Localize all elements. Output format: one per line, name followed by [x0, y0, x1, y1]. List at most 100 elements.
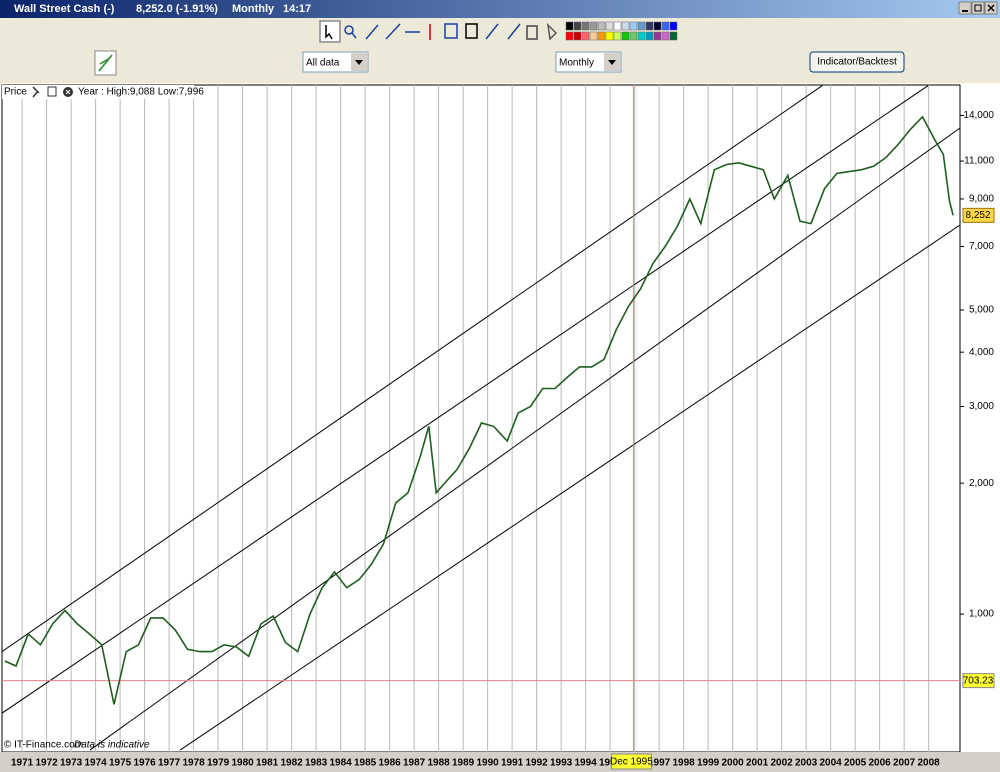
x-tick-label: 1999 — [697, 758, 720, 769]
palette-swatch — [605, 21, 614, 31]
x-tick-label: 1990 — [476, 758, 499, 769]
x-tick-label: 1978 — [182, 758, 205, 769]
palette-swatch — [573, 31, 582, 41]
period-dropdown[interactable] — [555, 51, 622, 73]
palette-swatch — [613, 21, 622, 31]
y-tick-label: 4,000 — [969, 347, 994, 358]
y-tick-label: 9,000 — [969, 194, 994, 205]
y-tick-label: 5,000 — [969, 305, 994, 316]
x-tick-label: 1997 — [648, 758, 671, 769]
toolbar — [0, 18, 1000, 45]
last-price-box — [962, 207, 995, 223]
y-tick-label: 2,000 — [969, 478, 994, 489]
x-tick-label: 2003 — [795, 758, 818, 769]
x-tick-label: 1980 — [231, 758, 254, 769]
x-tick-label: 2006 — [869, 758, 892, 769]
palette-swatch — [661, 21, 670, 31]
panel-icon[interactable] — [47, 86, 57, 97]
x-tick-label: 1986 — [378, 758, 401, 769]
trend-line — [2, 85, 823, 653]
x-tick-label: 1985 — [354, 758, 377, 769]
panel-close-glyph — [65, 89, 71, 95]
crosshair-y-label: 703.23 — [963, 675, 994, 686]
palette-swatch — [613, 31, 622, 41]
plot-frame — [1, 84, 961, 753]
x-tick-label: 2007 — [893, 758, 916, 769]
crosshair-y-box — [962, 673, 995, 689]
disclaimer: Data is indicative — [74, 740, 150, 751]
x-tick-label: 1992 — [525, 758, 548, 769]
grid — [21, 85, 930, 752]
x-tick-label: 1988 — [427, 758, 450, 769]
palette-swatch — [629, 21, 638, 31]
palette-swatch — [653, 31, 662, 41]
panel-icon[interactable] — [32, 86, 40, 98]
trend-line — [179, 224, 960, 751]
palette-swatch — [605, 31, 614, 41]
palette-swatch — [581, 21, 590, 31]
x-tick-label: 2002 — [771, 758, 794, 769]
x-tick-label: 1974 — [84, 758, 107, 769]
palette-swatch — [565, 31, 574, 41]
x-tick-label: 1994 — [574, 758, 597, 769]
price-line — [4, 115, 954, 705]
palette-swatch — [621, 31, 630, 41]
indicator-button[interactable] — [809, 51, 905, 73]
y-tick-label: 7,000 — [969, 241, 994, 252]
palette-swatch — [661, 31, 670, 41]
x-tick-label: 2008 — [918, 758, 941, 769]
tool-icon-glyph — [98, 54, 113, 72]
x-tick-label: 2001 — [746, 758, 769, 769]
trend-line — [2, 85, 929, 714]
x-tick-label: 1989 — [452, 758, 475, 769]
indicator-button-label: Indicator/Backtest — [817, 57, 897, 68]
range-dropdown[interactable] — [302, 51, 369, 73]
last-price-label: 8,252 — [965, 210, 990, 221]
window-buttons[interactable] — [958, 1, 998, 15]
palette-swatch — [637, 21, 646, 31]
panel-info: Year : High:9,088 Low:7,996 — [78, 87, 204, 98]
x-tick-label: 1991 — [501, 758, 524, 769]
axes: 1971 1972 1973 1974 1975 1976 1977 1978 1979 1980… — [11, 110, 995, 770]
window-period: Monthly — [232, 3, 275, 15]
y-tick-label: 3,000 — [969, 401, 994, 412]
plot — [2, 85, 960, 752]
palette-swatch — [621, 21, 630, 31]
palette-swatch — [637, 31, 646, 41]
x-axis-strip — [0, 752, 1000, 772]
x-tick-label: 2004 — [820, 758, 843, 769]
x-tick-label: 1979 — [207, 758, 230, 769]
x-tick-label: 1993 — [550, 758, 573, 769]
title-bar — [0, 0, 1000, 18]
palette-swatch — [589, 31, 598, 41]
x-tick-label: 1998 — [673, 758, 696, 769]
window-quote: 8,252.0 (-1.91%) — [136, 3, 218, 15]
x-tick-label: 1987 — [403, 758, 426, 769]
palette-swatch — [589, 21, 598, 31]
palette-swatch — [573, 21, 582, 31]
crosshair-x-box — [610, 753, 652, 770]
palette-swatch — [645, 21, 654, 31]
palette-swatch — [645, 31, 654, 41]
palette-swatch — [653, 21, 662, 31]
x-tick-label: 1971 — [11, 758, 34, 769]
x-tick-label: 1973 — [60, 758, 83, 769]
palette-swatch — [669, 31, 678, 41]
x-tick-label: 1982 — [280, 758, 303, 769]
palette-swatch — [629, 31, 638, 41]
x-tick-label: 1995 — [599, 758, 622, 769]
palette-swatch — [597, 31, 606, 41]
x-tick-label: 1981 — [256, 758, 279, 769]
color-palette[interactable] — [565, 21, 678, 41]
palette-swatch — [565, 21, 574, 31]
x-tick-label: 1984 — [329, 758, 352, 769]
x-tick-label: 1976 — [133, 758, 156, 769]
watermark: © IT-Finance.com — [4, 740, 83, 751]
drawing-tools[interactable] — [319, 20, 558, 43]
palette-swatch — [597, 21, 606, 31]
x-tick-label: 1975 — [109, 758, 132, 769]
crosshair-x-label: Dec 1995 — [610, 757, 653, 768]
